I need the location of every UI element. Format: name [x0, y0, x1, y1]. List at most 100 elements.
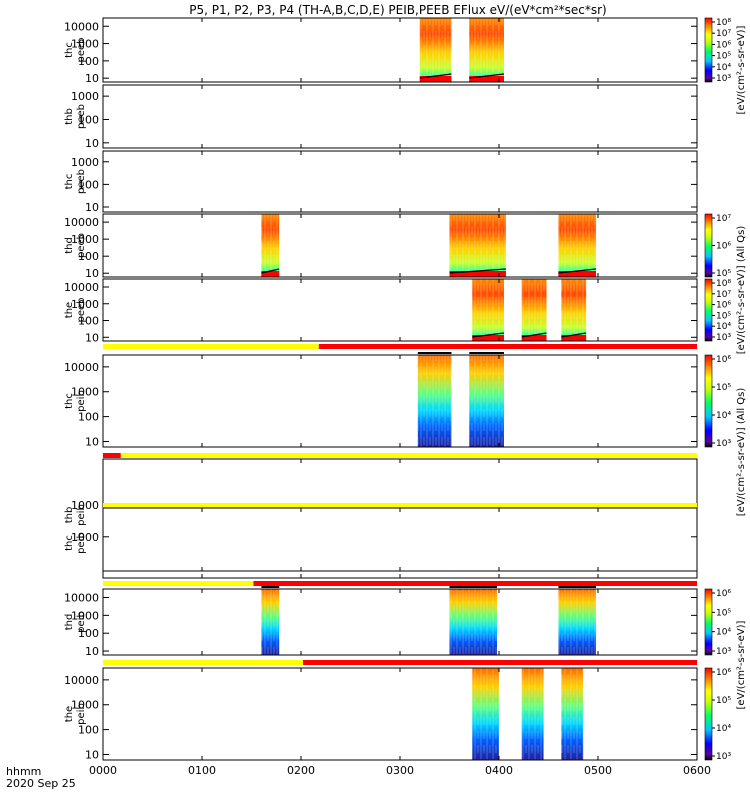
x-tick-label: 0300 [386, 764, 414, 777]
panel-label-instrument: peeb [76, 233, 87, 258]
colorbar-tick-label: 10⁴ [716, 628, 731, 638]
colorbar [704, 278, 713, 342]
panel-frame [102, 150, 698, 213]
y-tick-label: 100 [78, 178, 99, 191]
panel-label-probe: thc [64, 174, 75, 190]
y-tick-label: 10000 [64, 281, 99, 294]
colorbar-unit-labels: [eV/(cm²-s-sr-eV)] [eV/(cm²-s-sr-eV)] (Al… [736, 25, 747, 709]
panel-frame [102, 588, 698, 656]
panel-label-probe: thb [64, 507, 75, 524]
quality-flag-segment [120, 453, 697, 458]
panel-thc-peib: 10000 1000 100 10 thc peib 10⁶ 10⁵ 10⁴ 10³ [64, 352, 731, 458]
y-tick-label: 1000 [71, 699, 99, 712]
y-tick-label: 1000 [71, 90, 99, 103]
panel-label-instrument: peib [76, 390, 87, 412]
spectrogram-texture [261, 589, 280, 655]
spectrogram-texture [521, 668, 544, 760]
y-tick-label: 1000 [71, 609, 99, 622]
potential-trace [521, 332, 547, 338]
colorbar-units-label: [eV/(cm²-s-sr-eV)] [736, 620, 747, 709]
potential-trace [261, 268, 280, 274]
colorbar-tick-label: 10³ [716, 333, 731, 343]
y-tick-label: 10000 [64, 592, 99, 605]
colorbar-tick-label: 10³ [716, 647, 731, 657]
panel-thd-peeb: 10000 1000 100 10 thd peeb 10⁷ 10⁶ 10⁵ [64, 213, 731, 280]
panel-frame [102, 213, 698, 278]
panel-frame [102, 458, 698, 572]
colorbar-tick-label: 10⁷ [716, 29, 731, 39]
x-tick-label: 0500 [584, 764, 612, 777]
quality-flag-segment [103, 503, 697, 508]
colorbar-tick-label: 10³ [716, 439, 731, 449]
low-energy-band [469, 76, 504, 82]
time-axis: 0000 0100 0200 0300 0400 0500 0600 [89, 764, 711, 777]
spectrogram-texture [558, 589, 597, 655]
panel-label-instrument: peib [76, 611, 87, 633]
panel-label-instrument: peeb [76, 38, 87, 63]
low-energy-band [472, 335, 504, 341]
colorbar-units-label: [eV/(cm²-s-sr-eV)] (All Qs) [736, 226, 747, 355]
x-tick-label: 0100 [188, 764, 216, 777]
y-tick-label: 10000 [64, 361, 99, 374]
panel-label-probe: thd [64, 614, 75, 631]
y-tick-label: 10000 [64, 674, 99, 687]
date-label: 2020 Sep 25 [6, 777, 76, 790]
y-tick-label: 10 [85, 137, 99, 150]
spectrogram-texture [472, 668, 499, 760]
spectrogram-texture [419, 18, 452, 82]
spectrogram-texture [469, 355, 504, 447]
y-tick-label: 1000 [71, 156, 99, 169]
panel-the-peib: 10000 1000 100 10 the peib 10⁶ 10⁵ 10⁴ 10³ [64, 667, 731, 762]
potential-trace [561, 332, 587, 338]
y-tick-label: 10 [85, 267, 99, 280]
time-format-label: hhmm [6, 765, 41, 778]
panel-frame [102, 84, 698, 149]
panel-thc-peeb: 1000 100 10 thc peeb [64, 150, 698, 214]
panel-label-instrument: peeb [76, 104, 87, 129]
colorbar-tick-label: 10⁴ [716, 724, 731, 734]
y-tick-label: 100 [78, 411, 99, 424]
y-tick-label: 100 [78, 724, 99, 737]
x-tick-label: 0600 [683, 764, 711, 777]
quality-flag-segment [103, 344, 319, 349]
colorbar [704, 213, 713, 278]
colorbar-tick-label: 10⁵ [716, 269, 731, 279]
panel-label-probe: thc [64, 42, 75, 58]
y-tick-label: 100 [78, 315, 99, 328]
y-tick-label: 10000 [64, 20, 99, 33]
quality-flag-segment [302, 660, 697, 665]
colorbar [704, 17, 713, 83]
panel-label-instrument: peeb [76, 298, 87, 323]
spectrogram-texture [472, 279, 504, 341]
spectrogram-texture [561, 279, 587, 341]
spectrogram-texture [417, 355, 452, 447]
x-tick-label: 0400 [485, 764, 513, 777]
y-tick-label: 10 [85, 645, 99, 658]
x-tick-label: 0000 [89, 764, 117, 777]
colorbar-tick-label: 10⁴ [716, 322, 731, 332]
spectrogram-texture [521, 279, 547, 341]
spectrogram-texture [449, 214, 506, 277]
potential-trace [469, 73, 505, 79]
colorbar-tick-label: 10⁶ [716, 668, 731, 678]
low-energy-band [261, 271, 280, 277]
spectrogram-texture [469, 18, 504, 82]
colorbar-tick-label: 10⁶ [716, 589, 731, 599]
colorbar-tick-label: 10⁸ [716, 279, 731, 289]
colorbar-tick-label: 10⁸ [716, 18, 731, 28]
y-tick-label: 1000 [71, 499, 99, 512]
colorbar-tick-label: 10⁶ [716, 301, 731, 311]
low-energy-band [419, 76, 452, 82]
panel-thd-peib: 10000 1000 100 10 thd peib 10⁶ 10⁵ 10⁴ 10³ [64, 586, 731, 665]
y-tick-label: 1000 [71, 233, 99, 246]
panel-label-probe: the [64, 706, 75, 722]
potential-trace [419, 73, 452, 79]
colorbar-tick-label: 10³ [716, 74, 731, 84]
panel-label-instrument: peeb [76, 169, 87, 194]
